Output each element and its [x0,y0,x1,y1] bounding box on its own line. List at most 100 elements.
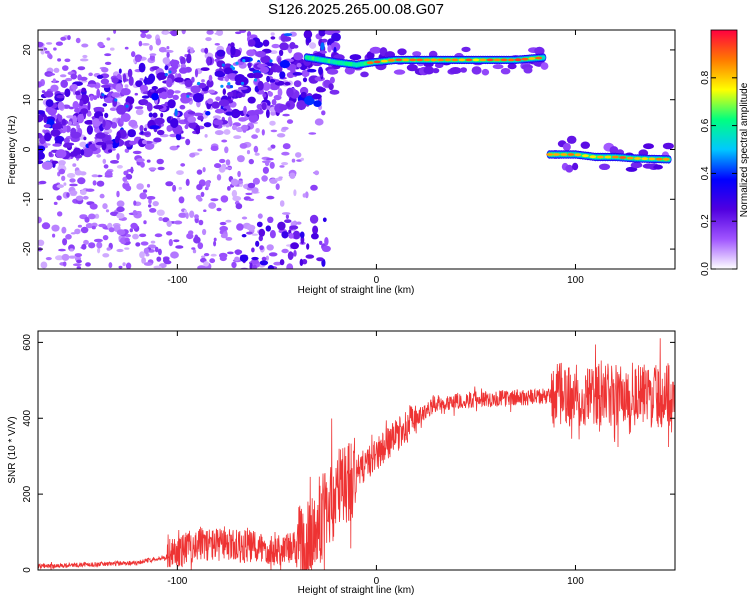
spectrogram-blob [84,216,90,223]
spectrogram-blob [269,120,276,126]
spectrogram-blob [166,52,170,58]
spectrogram-blob [250,259,259,265]
spectrogram-blob [39,137,46,144]
x-tick-label: 0 [374,275,380,286]
spectrogram-blob [162,57,170,65]
spectrogram-blob [158,46,167,53]
spectrogram-blob [66,192,70,198]
spectrogram-blob [619,156,627,159]
spectrogram-blob [153,265,162,269]
spectrogram-blob [259,66,269,74]
spectrogram-blob [100,78,110,85]
spectrogram-blob [589,155,597,159]
spectrogram-blob [104,53,112,57]
spectrogram-blob [151,86,158,90]
spectrogram-blob [230,65,234,69]
spectrogram-blob [388,59,395,62]
snr-x-axis-label: Height of straight line (km) [298,585,415,596]
spectrogram-blob [253,78,258,82]
spectrogram-blob [225,159,231,166]
spectrogram-blob [296,100,307,111]
spectrogram-blob [56,184,64,189]
colorbar-label: Normalized spectral amplitude [739,82,750,217]
spectrogram-blob [172,184,177,192]
spectrogram-blob [170,118,179,128]
spectrogram-blob [164,65,169,71]
spectrogram-blob [185,138,191,146]
spectrogram-blob [281,126,289,131]
spectrogram-blob [202,167,206,173]
spectrogram-blob [86,125,93,135]
spectrogram-blob [423,58,431,62]
snr-y-ticks: 0 200 400 600 [22,334,675,573]
spectrogram-blob [329,76,335,84]
spectrogram-blob [55,149,67,159]
spectrogram-blob [155,38,161,46]
spectrogram-blob [216,30,224,36]
spectrogram-blob [214,70,224,77]
spectrogram-blob [306,243,310,250]
spectrogram-blob [479,58,487,62]
spectrogram-blob [275,183,280,190]
spectrogram-blob [565,164,574,173]
spectrogram-blob [326,68,339,75]
spectrogram-blob [266,157,274,161]
spectrogram-blob [79,80,88,83]
spectrogram-blob [546,153,554,156]
spectrogram-blob [70,131,82,139]
spectrogram-blob [154,117,165,125]
spectrogram-blob [143,247,150,255]
spectrogram-blob [282,113,290,117]
spectrogram-blob [50,84,59,92]
spectrogram-blob [233,89,237,98]
spectrogram-blob [251,247,255,253]
spectrogram-blob [320,42,325,51]
spectrogram-blob [181,30,186,35]
spectrogram-blob [214,130,224,136]
spectrogram-blob [139,251,145,259]
spectrogram-blob [327,44,332,53]
spectrogram-blob [89,203,98,210]
spectrogram-blob [262,93,267,98]
spectrogram-blob [198,219,204,226]
colorbar-bar [710,29,738,270]
spectrogram-blob [184,79,193,88]
spectrogram-blob [246,49,256,57]
spectrogram-blob [268,91,273,97]
spectrogram-blob [255,128,260,133]
spectrogram-blob [625,166,638,172]
spectrogram-blob [242,59,246,63]
spectrogram-blob [158,217,163,221]
spectrogram-blob [303,30,313,39]
spectrogram-blob [180,96,191,104]
spectrogram-blob [330,42,341,52]
spectrogram-blob [74,90,81,96]
spectrogram-blob [472,58,480,62]
spectrogram-blob [94,213,100,219]
spectrogram-blob [114,135,120,144]
spectrogram-blob [604,155,612,159]
spectrogram-blob [148,204,152,208]
spectrogram-blob [269,50,278,54]
spectrogram-blob [287,251,294,260]
spectrogram-blob [253,109,264,115]
spectrogram-blob [284,219,292,224]
spectrogram-blob [62,65,69,71]
spectrogram-blob [77,66,86,71]
spectrogram-blob [75,195,84,201]
spectrogram-blob [281,162,289,166]
spectrogram-blob [304,95,315,106]
spectrogram-blob [201,79,205,83]
spectrogram-blob [173,220,183,225]
spectrogram-blob [492,64,504,70]
spectrogram-blob [219,225,228,232]
spectrogram-blob [292,230,301,240]
spectrogram-blob [465,58,473,62]
spectrogram-blob [116,248,124,253]
spectrogram-blob [256,221,263,228]
spectrogram-blob [43,114,48,124]
spectrogram-blob [110,47,115,51]
spectrogram-blob [212,115,221,120]
spectrogram-blob [321,110,326,116]
spectrogram-blob [238,86,248,90]
